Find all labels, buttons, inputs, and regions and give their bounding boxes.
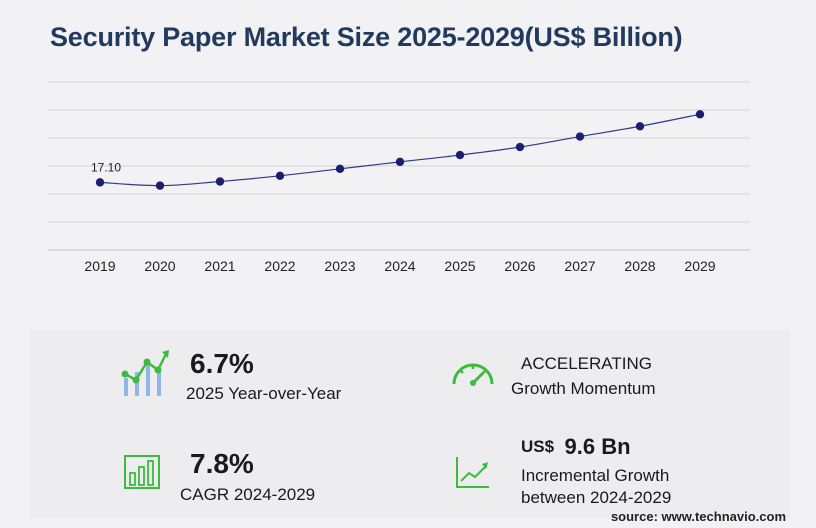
x-tick-label: 2020 — [144, 258, 175, 274]
data-point — [455, 150, 465, 160]
data-point — [515, 142, 525, 152]
momentum-line1: ACCELERATING — [521, 354, 652, 373]
x-tick-label: 2026 — [504, 258, 535, 274]
data-point — [575, 132, 585, 141]
data-point — [395, 157, 405, 167]
incremental-line1: Incremental Growth — [521, 466, 670, 485]
data-point — [155, 181, 165, 190]
cagr-value: 7.8% — [190, 448, 254, 479]
bar-chart-icon — [124, 455, 160, 489]
series-line — [99, 113, 701, 187]
x-tick-label: 2024 — [384, 258, 415, 274]
data-point — [215, 177, 225, 186]
currency-prefix: US$ — [521, 437, 555, 456]
growth-chart-icon — [121, 350, 169, 396]
x-tick-label: 2021 — [204, 258, 235, 274]
incremental-value: 9.6 Bn — [564, 434, 631, 459]
data-label: 17.10 — [91, 160, 121, 174]
line-chart: 2019 2020 2021 2022 2023 2024 2025 2026 2027 2028… — [48, 81, 750, 274]
cagr-label: CAGR 2024-2029 — [180, 485, 316, 504]
speedometer-icon — [452, 363, 494, 386]
yoy-label: 2025 Year-over-Year — [186, 384, 342, 403]
incremental-line2: between 2024-2029 — [521, 488, 672, 507]
data-point — [335, 164, 345, 174]
x-tick-label: 2028 — [624, 258, 655, 274]
x-tick-label: 2025 — [444, 258, 475, 274]
data-point — [635, 122, 645, 131]
incremental-value-row: US$ 9.6 Bn — [521, 434, 631, 460]
data-point — [695, 110, 705, 119]
grid-lines — [48, 81, 750, 251]
trend-line-icon — [456, 457, 489, 488]
chart-title: Security Paper Market Size 2025-2029(US$… — [50, 22, 683, 52]
source-note: source: www.technavio.com — [610, 509, 786, 524]
x-tick-label: 2023 — [324, 258, 355, 274]
data-labels: 17.10 — [91, 160, 121, 174]
momentum-line2: Growth Momentum — [511, 379, 656, 398]
series-markers — [95, 110, 705, 190]
yoy-value: 6.7% — [190, 348, 254, 379]
x-axis-ticks: 2019 2020 2021 2022 2023 2024 2025 2026 2027 2028… — [84, 258, 715, 274]
x-tick-label: 2029 — [684, 258, 715, 274]
x-tick-label: 2027 — [564, 258, 595, 274]
data-point — [275, 171, 285, 181]
stats-panel — [30, 330, 790, 518]
x-tick-label: 2022 — [264, 258, 295, 274]
data-point — [95, 178, 105, 187]
x-tick-label: 2019 — [84, 258, 115, 274]
